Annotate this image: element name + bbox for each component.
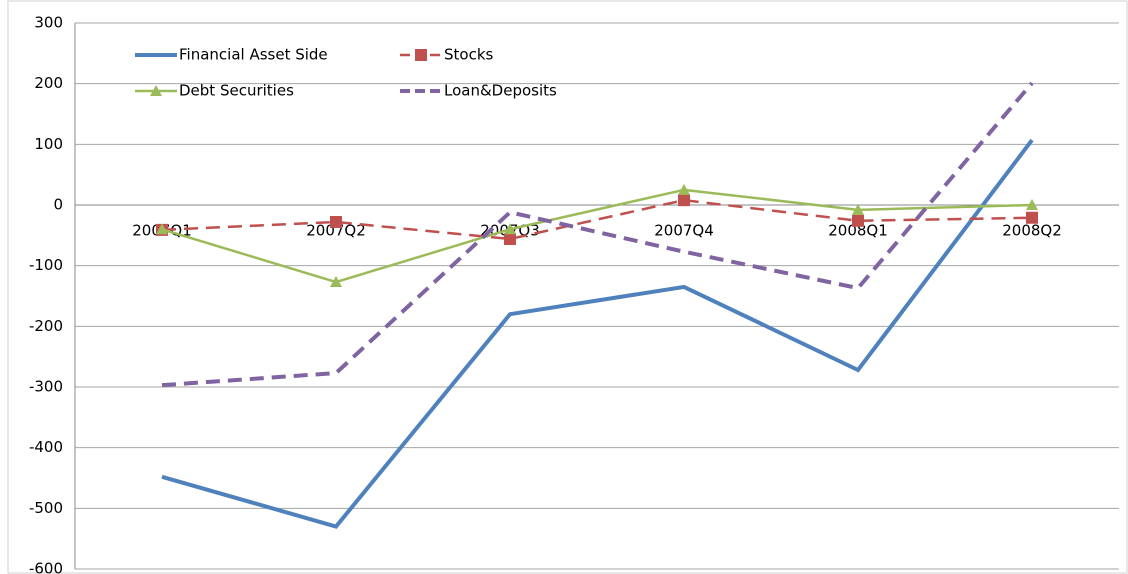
series-marker [678, 194, 690, 207]
series-marker [852, 203, 864, 215]
series-marker [852, 214, 864, 227]
legend-marker [415, 49, 427, 61]
y-tick-label: -600 [29, 560, 63, 574]
series-marker [504, 232, 516, 245]
y-tick-label: -500 [29, 499, 63, 517]
y-tick-label: 0 [53, 196, 63, 214]
legend-marker [150, 85, 162, 96]
series-line [161, 198, 1033, 241]
series-marker [678, 183, 690, 195]
y-tick-label: 200 [34, 74, 63, 92]
legend-label: Debt Securities [179, 82, 294, 100]
x-tick-label: 2008Q2 [1002, 222, 1062, 240]
legend-label: Loan&Deposits [444, 82, 557, 100]
series-marker [156, 223, 168, 235]
y-tick-label: -400 [29, 438, 63, 456]
y-tick-label: -300 [29, 378, 63, 396]
y-tick-label: -200 [29, 317, 63, 335]
series-marker [1026, 211, 1038, 224]
chart-frame [7, 0, 1128, 574]
series-marker [330, 215, 342, 228]
series-line [161, 188, 1033, 284]
y-tick-label: -100 [29, 256, 63, 274]
series-marker [1026, 199, 1038, 210]
x-tick-label: 2007Q4 [654, 222, 714, 240]
legend-label: Financial Asset Side [179, 46, 328, 64]
x-tick-label: 2008Q1 [828, 222, 888, 240]
series-line [161, 81, 1034, 388]
series-marker [504, 223, 516, 235]
y-tick-label: 300 [34, 14, 63, 32]
series-line [161, 138, 1034, 529]
x-tick-label: 2007Q2 [306, 222, 366, 240]
y-tick-label: 100 [34, 135, 63, 153]
legend-label: Stocks [444, 46, 494, 64]
series-marker [330, 276, 342, 288]
